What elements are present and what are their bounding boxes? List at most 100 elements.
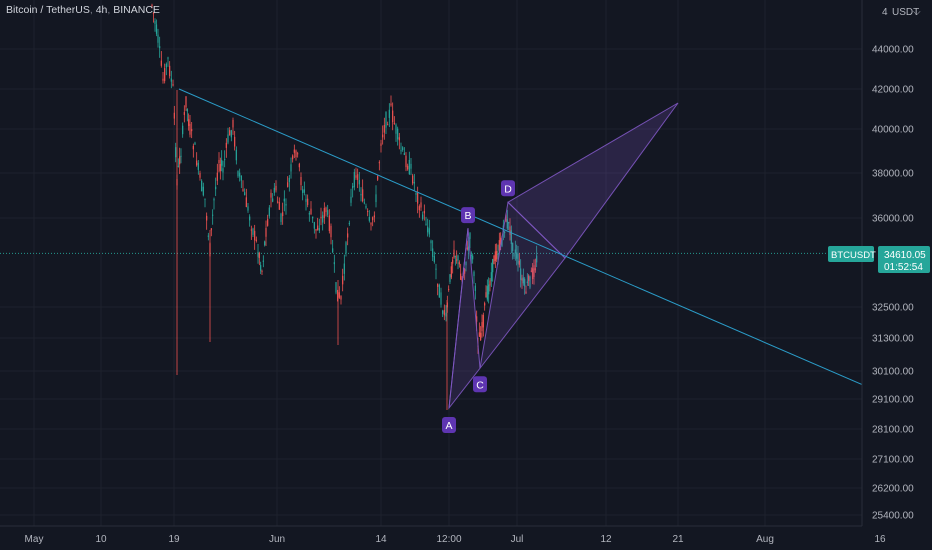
candle-body [385,112,387,128]
candle-body [275,185,277,191]
pattern-labels: A B C D [442,180,515,433]
candle-body [162,78,164,81]
candle-body [390,103,392,106]
candle-body [338,292,340,298]
candle-body [295,150,297,158]
candle-body [498,240,500,251]
time-tick: 12 [600,534,612,545]
candle-body [504,231,506,234]
candle-body [315,229,317,231]
candle-body [199,173,201,178]
candle-body [370,223,372,225]
candle-body [169,65,171,77]
candle-body [433,256,435,262]
candle-body [155,24,158,34]
candle-body [201,180,203,192]
candle-body [372,217,374,221]
candle-body [157,34,159,43]
price-tick: 40000.00 [872,125,914,136]
candle-body [410,163,412,169]
candle-body [308,213,310,215]
price-axis-top-tick: 4 [882,7,888,18]
candle-body [482,315,484,328]
candle-body [177,165,179,167]
candle-body [481,322,483,332]
candle-body [152,12,155,14]
candle-body [293,149,295,153]
candle-body [377,175,379,180]
candle-body [367,211,369,213]
current-price-tag: BTCUSDT 34610.05 01:52:54 [828,246,930,273]
candle-body [216,172,218,181]
candle-body [492,259,494,273]
candle-body [282,212,284,217]
candle-body [445,312,447,317]
candle-body [365,206,367,208]
candle-body [227,134,229,143]
candle-body [438,284,440,298]
candle-body [335,282,337,293]
candle-body [496,250,498,260]
candle-body [476,316,478,322]
candle-body [245,197,247,207]
symbol-name: Bitcoin / TetherUS [6,4,90,16]
grid [0,0,862,526]
candle-body [323,208,325,219]
trendline[interactable] [178,88,877,392]
candle-body [355,175,357,178]
candle-body [191,129,193,132]
candle-body [497,253,499,255]
candle-body [442,310,444,314]
candle-body [393,122,395,124]
candle-body [488,284,490,295]
candle-body [457,255,459,261]
candle-body [494,251,496,261]
candle-body [472,255,474,260]
harmonic-pattern[interactable] [448,102,679,410]
candle-body [287,182,289,187]
candle-body [489,280,491,286]
candle-body [260,265,262,271]
candle-body [229,130,231,136]
price-axis-currency[interactable]: USDT [892,7,919,18]
time-axis[interactable] [0,526,932,550]
candle-body [312,216,314,219]
candle-body [232,119,234,128]
price-tick: 42000.00 [872,85,914,96]
candles [151,3,538,410]
candle-body [197,162,199,170]
candle-body [358,180,360,185]
candle-body [473,271,475,277]
candle-body [418,206,420,211]
time-tick: 16 [874,534,886,545]
candle-body [478,332,480,337]
pattern-point-label: B [464,210,471,222]
candle-body [249,216,251,221]
candle-body [506,219,508,229]
candle-body [252,228,254,235]
candle-body [283,198,285,202]
symbol-interval: 4h [95,4,108,16]
time-tick: 10 [95,534,107,545]
candle-body [278,202,280,210]
candle-body [428,228,430,235]
price-tag-countdown: 01:52:54 [884,262,923,273]
price-tick: 28100.00 [872,425,914,436]
candle-body [235,149,237,161]
candle-body [422,214,424,220]
chevron-down-icon[interactable]: ⌵ [913,7,921,18]
time-tick: Jun [269,534,285,545]
candle-body [360,193,362,196]
candle-body [522,277,524,284]
symbol-title[interactable]: Bitcoin / TetherUS, 4h, BINANCE [6,4,160,16]
candle-body [179,156,181,165]
candle-body [325,207,327,213]
time-tick: Aug [756,534,774,545]
candle-body [164,68,166,82]
candle-body [353,172,355,188]
pattern-leg [448,228,469,409]
candle-body [461,278,463,281]
price-axis-ticks: 44000.00 42000.00 40000.00 38000.00 36000.00… [872,45,914,522]
